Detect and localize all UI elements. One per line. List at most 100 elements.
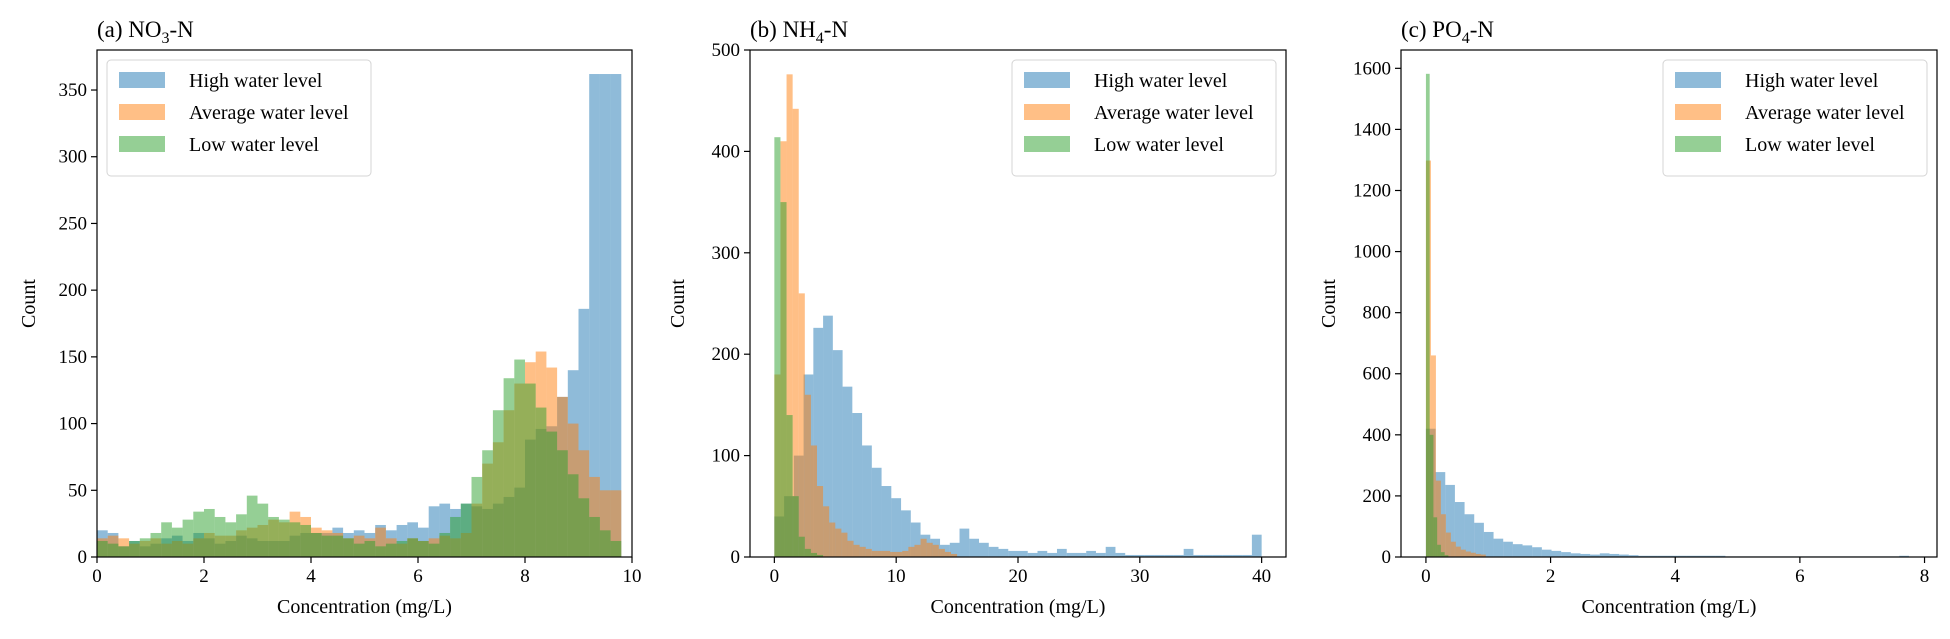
legend-swatch-high — [119, 72, 165, 88]
histogram-bar — [1464, 514, 1475, 557]
histogram-bar — [311, 532, 322, 557]
histogram-bar — [1677, 555, 1687, 557]
histogram-bar — [1455, 546, 1461, 557]
histogram-bar — [1086, 550, 1096, 557]
histogram-bar — [1437, 544, 1441, 557]
histogram-bar — [599, 530, 611, 557]
x-tick-label: 8 — [1920, 566, 1930, 587]
histogram-bar — [1493, 538, 1504, 557]
x-tick-label: 0 — [770, 566, 780, 587]
histogram-bar — [278, 519, 290, 557]
histogram-bar — [1056, 548, 1067, 557]
panel-title: (a) NO3-N — [97, 17, 194, 47]
histogram-bar — [798, 293, 805, 557]
histogram-bar — [514, 359, 525, 557]
histogram-bar — [439, 503, 451, 557]
histogram-bar — [407, 538, 418, 557]
y-tick-label: 150 — [59, 347, 88, 368]
histogram-bar — [1474, 522, 1484, 557]
y-tick-label: 350 — [59, 80, 88, 101]
histogram-bar — [1183, 548, 1194, 557]
histogram-bar — [1440, 552, 1445, 557]
legend-label-average: Average water level — [1094, 102, 1254, 124]
legend-swatch-low — [1024, 136, 1070, 152]
histogram-bar — [1445, 532, 1451, 557]
histogram-bar — [1532, 547, 1542, 557]
histogram-bar — [321, 535, 333, 557]
histogram-bar — [1715, 555, 1726, 557]
histogram-bar — [396, 540, 408, 557]
x-tick-label: 6 — [1795, 566, 1805, 587]
x-tick-label: 0 — [92, 566, 102, 587]
histogram-bar — [1503, 541, 1513, 557]
y-tick-label: 200 — [1363, 486, 1392, 507]
histogram-bar — [1047, 552, 1057, 557]
histogram-bar — [1465, 551, 1471, 557]
histogram-bar — [938, 548, 945, 557]
histogram-bar — [246, 495, 258, 557]
histogram-bar — [353, 543, 365, 557]
histogram-bar — [988, 546, 999, 557]
histogram-bar — [896, 551, 903, 557]
histogram-bar — [214, 516, 226, 557]
histogram-bar — [139, 538, 151, 557]
plot-frame — [96, 49, 633, 558]
histogram-bar — [1657, 555, 1668, 557]
histogram-bar — [535, 407, 547, 557]
histogram-bar — [1125, 554, 1135, 557]
histogram-bar — [1037, 550, 1048, 557]
legend: High water level Average water level Low w… — [106, 59, 372, 177]
histogram-bar — [1460, 549, 1466, 557]
legend-swatch-high — [1024, 72, 1070, 88]
histogram-bar — [804, 548, 811, 557]
legend-swatch-low — [119, 136, 165, 152]
histogram-bar — [1706, 555, 1716, 557]
x-tick-label: 4 — [1670, 566, 1680, 587]
legend-label-average: Average water level — [1745, 102, 1905, 124]
histogram-bar — [1076, 552, 1087, 557]
histogram-bar — [300, 524, 311, 557]
title-prefix: (a) NO — [97, 17, 162, 42]
histogram-bar — [1590, 554, 1600, 557]
y-tick-label: 50 — [68, 480, 87, 501]
histogram-bar — [842, 386, 853, 557]
histogram-bar — [97, 540, 108, 557]
histogram-bar — [1433, 517, 1438, 557]
histogram-bar — [375, 546, 386, 557]
legend-swatch-low — [1675, 136, 1721, 152]
x-tick-label: 8 — [520, 566, 530, 587]
histogram-bar — [998, 548, 1009, 557]
x-tick-label: 10 — [887, 566, 906, 587]
histogram-bar — [610, 74, 622, 558]
histogram-bar — [1638, 555, 1649, 557]
y-tick-label: 100 — [59, 414, 88, 435]
histogram-bar — [599, 490, 611, 557]
legend-label-low: Low water level — [189, 134, 319, 156]
histogram-bar — [204, 508, 215, 557]
histogram-bar — [610, 490, 622, 557]
histogram-bar — [810, 552, 817, 557]
histogram-bar — [546, 431, 558, 557]
histogram-bar — [1430, 355, 1436, 557]
histogram-bar — [1018, 550, 1028, 557]
histogram-bar — [792, 496, 799, 557]
legend-swatch-average — [1675, 104, 1721, 120]
histogram-bar — [567, 474, 579, 557]
histogram-bar — [1027, 552, 1038, 557]
histogram-bar — [865, 548, 872, 557]
histogram-bar — [1435, 480, 1441, 557]
histogram-bar — [1251, 534, 1262, 557]
histogram-bar — [884, 550, 891, 557]
histogram-bar — [817, 486, 824, 557]
legend-label-average: Average water level — [189, 102, 349, 124]
x-tick-label: 2 — [1546, 566, 1556, 587]
title-subscript: 3 — [162, 30, 170, 47]
x-tick-label: 2 — [199, 566, 209, 587]
histogram-bar — [1580, 553, 1591, 557]
histogram-bar — [1203, 554, 1213, 557]
histogram-bar — [798, 536, 805, 557]
histogram-bar — [852, 413, 863, 557]
histogram-bar — [1609, 553, 1620, 557]
